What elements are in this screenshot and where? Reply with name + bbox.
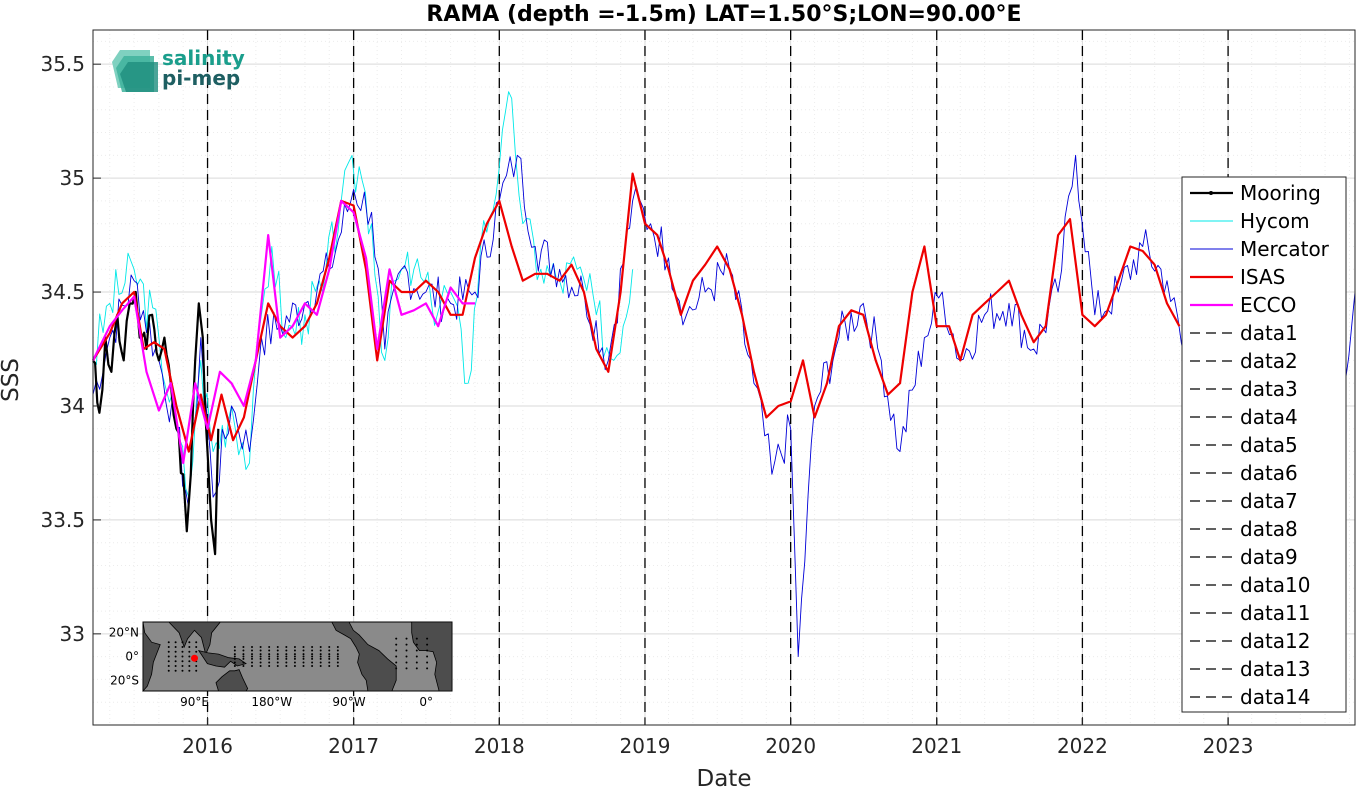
legend-label: data13 [1240,657,1311,681]
y-tick-label: 34 [60,394,85,418]
inset-lat-label: 20°N [109,626,139,640]
y-tick-label: 35.5 [40,52,85,76]
legend-item-mooring: Mooring [1190,181,1321,205]
inset-lon-label: 180°W [251,695,292,709]
inset-lon-label: 90°E [180,695,209,709]
legend-label: data11 [1240,601,1311,625]
legend-item-data7: data7 [1190,489,1298,513]
legend-label: Mercator [1240,237,1330,261]
x-tick-label: 2016 [182,734,233,758]
legend-item-mercator: Mercator [1190,237,1330,261]
legend-label: data3 [1240,377,1298,401]
legend-item-isas: ISAS [1190,265,1285,289]
inset-map-land [142,621,453,693]
x-tick-label: 2018 [474,734,525,758]
legend-label: data2 [1240,349,1298,373]
legend-item-data3: data3 [1190,377,1298,401]
series-hycom-line [92,91,634,498]
legend-item-data10: data10 [1190,573,1311,597]
legend-item-data9: data9 [1190,545,1298,569]
legend-marker [1209,191,1213,195]
x-tick-label: 2022 [1057,734,1108,758]
legend-label: data5 [1240,433,1298,457]
inset-lat-label: 0° [125,650,139,664]
y-tick-label: 33.5 [40,508,85,532]
legend-item-hycom: Hycom [1190,209,1310,233]
series-mooring-line [92,290,220,556]
land-mass [331,621,397,692]
series-layer [92,91,1356,658]
land-mass [142,621,161,693]
legend-label: data4 [1240,405,1298,429]
inset-lon-label: 0° [419,695,433,709]
logo-waves-icon [112,50,158,92]
legend-item-data13: data13 [1190,657,1311,681]
legend-item-ecco: ECCO [1190,293,1296,317]
y-tick-label: 35 [60,166,85,190]
x-tick-label: 2020 [765,734,816,758]
salinity-pimep-logo: salinity pi-mep [112,46,245,92]
year-dashed-lines [206,30,1229,725]
inset-lat-label: 20°S [110,673,139,687]
grid [93,30,1355,725]
land-mass [215,669,249,692]
y-tick-label: 33 [60,622,85,646]
legend-item-data2: data2 [1190,349,1298,373]
x-axis-label: Date [697,766,752,790]
legend-label: data9 [1240,545,1298,569]
legend-label: data1 [1240,321,1298,345]
legend-label: data8 [1240,517,1298,541]
legend: Mooring Hycom Mercator ISAS ECCO data1 data2 da… [1181,176,1347,713]
mooring-location-marker [191,654,198,662]
y-axis-ticks: 33 33.5 34 34.5 35 35.5 [40,52,101,646]
legend-label: ECCO [1240,293,1296,317]
legend-label: Mooring [1240,181,1321,205]
legend-label: data14 [1240,685,1311,709]
series-isas-line [92,172,1181,453]
legend-item-data12: data12 [1190,629,1311,653]
legend-item-data1: data1 [1190,321,1298,345]
legend-item-data6: data6 [1190,461,1298,485]
land-mass [411,621,453,692]
inset-map: 20°N 0° 20°S 90°E 180°W 90°W 0° [109,621,453,709]
legend-label: Hycom [1240,209,1310,233]
legend-item-data11: data11 [1190,601,1311,625]
x-tick-label: 2019 [620,734,671,758]
logo-line2: pi-mep [162,66,240,90]
legend-item-data14: data14 [1190,685,1311,709]
series-mercator-line [92,154,1356,658]
legend-label: data12 [1240,629,1311,653]
inset-map-labels: 20°N 0° 20°S 90°E 180°W 90°W 0° [109,626,433,709]
x-tick-label: 2017 [328,734,379,758]
plot-frame [92,29,1356,726]
x-tick-label: 2021 [911,734,962,758]
x-axis-ticks: 2016 2017 2018 2019 2020 2021 2022 2023 [182,717,1254,758]
legend-label: ISAS [1240,265,1285,289]
legend-item-data4: data4 [1190,405,1298,429]
x-tick-label: 2023 [1203,734,1254,758]
legend-item-data8: data8 [1190,517,1298,541]
legend-label: data6 [1240,461,1298,485]
legend-label: data7 [1240,489,1298,513]
inset-lon-label: 90°W [332,695,365,709]
buoy-array [167,637,429,672]
legend-item-data5: data5 [1190,433,1298,457]
chart-title: RAMA (depth =-1.5m) LAT=1.50°S;LON=90.00… [426,2,1021,27]
series-ecco-line [92,199,475,465]
y-tick-label: 34.5 [40,280,85,304]
logo-line1: salinity [162,46,245,70]
y-axis-label: SSS [0,358,24,402]
legend-label: data10 [1240,573,1311,597]
